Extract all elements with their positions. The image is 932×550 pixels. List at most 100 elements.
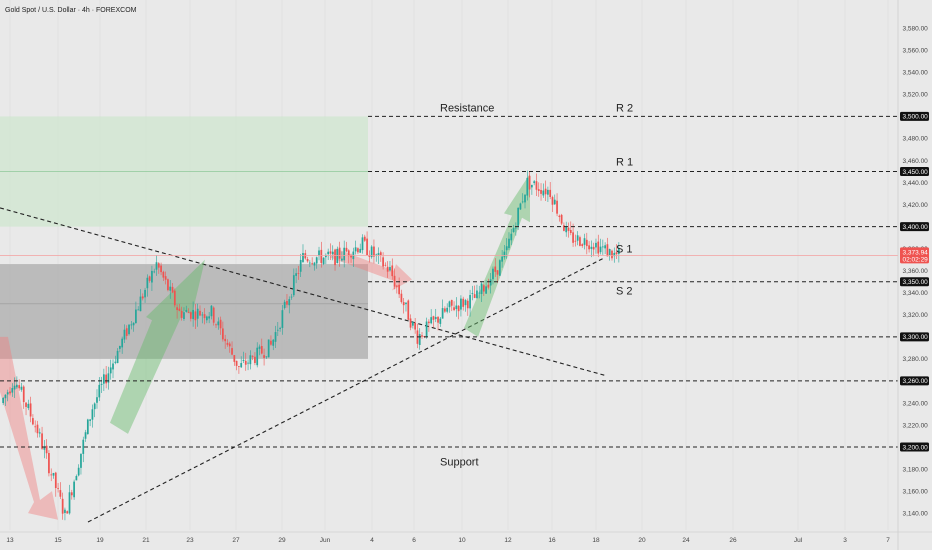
candle-body (64, 509, 66, 513)
y-tick-label: 3,240.00 (903, 400, 929, 407)
x-tick-label: 23 (186, 537, 194, 544)
candle-body (418, 334, 421, 345)
candle-body (20, 386, 23, 390)
candle-body (338, 247, 341, 259)
y-tick-label: 3,160.00 (903, 488, 929, 495)
candle-body (36, 424, 39, 434)
candle-body (455, 305, 458, 310)
candle-body (192, 309, 194, 320)
candle-body (100, 383, 103, 385)
candle-body (331, 251, 334, 255)
candle-body (462, 298, 465, 307)
candle-body (565, 226, 568, 233)
candle-body (283, 301, 286, 309)
annotations: Resistance R 2 R 1 S 1 S 2 Support (440, 102, 633, 468)
candle-body (260, 346, 263, 354)
candle-body (231, 348, 233, 355)
candle-body (432, 316, 435, 320)
candle-body (13, 385, 16, 390)
candle-body (617, 248, 620, 254)
candle-body (224, 338, 227, 342)
candle-body (144, 289, 146, 298)
y-axis[interactable]: 3,580.00 3,560.00 3,540.00 3,520.00 3,500.00… (897, 0, 929, 550)
candle-body (595, 242, 597, 248)
candle-body (238, 366, 240, 367)
candle-body (281, 310, 284, 328)
candle-body (508, 238, 510, 249)
candle-body (183, 312, 185, 320)
candle-body (54, 472, 57, 489)
candle-body (608, 248, 611, 256)
candle-body (588, 245, 590, 250)
candle-body (537, 189, 540, 191)
candle-body (102, 374, 105, 384)
x-tick-label: 24 (682, 537, 690, 544)
candle-body (2, 397, 5, 404)
candle-body (464, 300, 467, 306)
candle-body (176, 307, 178, 311)
chart-title: Gold Spot / U.S. Dollar · 4h · FOREXCOM (5, 7, 137, 14)
current-price-tag (900, 247, 929, 264)
candle-body (528, 175, 531, 190)
annotation-r-1: R 1 (616, 157, 633, 169)
candle-body (93, 403, 96, 410)
candle-body (86, 419, 89, 435)
candle-body (308, 262, 311, 264)
x-tick-label: 7 (886, 537, 890, 544)
up-arrow-1 (110, 259, 205, 434)
candle-body (393, 275, 396, 287)
x-tick-label: 16 (548, 537, 556, 544)
current-price-countdown: 02:02:29 (903, 256, 929, 263)
x-axis[interactable]: 13 15 19 21 23 27 29 Jun 4 6 10 12 16 18 20 24 26 Jul 3 7 (0, 531, 932, 544)
candle-body (572, 232, 574, 243)
candle-body (375, 254, 378, 256)
candle-body (96, 397, 98, 403)
candle-body (151, 270, 153, 283)
y-tick-label: 3,300.00 (903, 334, 929, 341)
candle-body (322, 257, 325, 265)
x-tick-label: Jun (320, 537, 331, 544)
y-tick-label: 3,350.00 (903, 279, 929, 286)
candle-body (524, 194, 526, 203)
candle-body (52, 472, 55, 476)
candle-body (437, 316, 439, 323)
y-tick-label: 3,420.00 (903, 202, 929, 209)
candle-body (487, 284, 490, 288)
candle-body (251, 355, 254, 357)
candle-body (306, 259, 309, 262)
candle-body (304, 253, 307, 259)
candle-body (494, 266, 497, 272)
grid (9, 0, 889, 530)
candle-body (6, 392, 9, 395)
candle-body (185, 310, 188, 312)
candle-body (519, 203, 522, 210)
candle-body (414, 322, 417, 330)
candle-body (611, 250, 613, 259)
candle-body (615, 252, 618, 255)
candle-body (391, 265, 394, 277)
candle-body (89, 419, 91, 421)
y-tick-label: 3,440.00 (903, 180, 929, 187)
annotation-s-1: S 1 (616, 244, 633, 256)
candle-body (114, 361, 117, 363)
candle-body (288, 299, 291, 306)
y-tick-label: 3,180.00 (903, 466, 929, 473)
candle-body (547, 189, 549, 195)
candle-body (201, 314, 204, 316)
candle-body (482, 285, 485, 292)
x-tick-label: 13 (6, 537, 14, 544)
candle-body (84, 432, 87, 439)
candle-body (434, 317, 437, 320)
candle-body (379, 252, 382, 256)
candle-body (604, 245, 606, 249)
x-tick-label: 18 (592, 537, 600, 544)
candle-body (531, 184, 533, 188)
candle-body (551, 197, 554, 205)
candle-body (254, 356, 256, 363)
candle-body (210, 305, 213, 317)
candle-body (249, 355, 252, 365)
candle-body (453, 307, 455, 311)
x-tick-label: 19 (96, 537, 104, 544)
